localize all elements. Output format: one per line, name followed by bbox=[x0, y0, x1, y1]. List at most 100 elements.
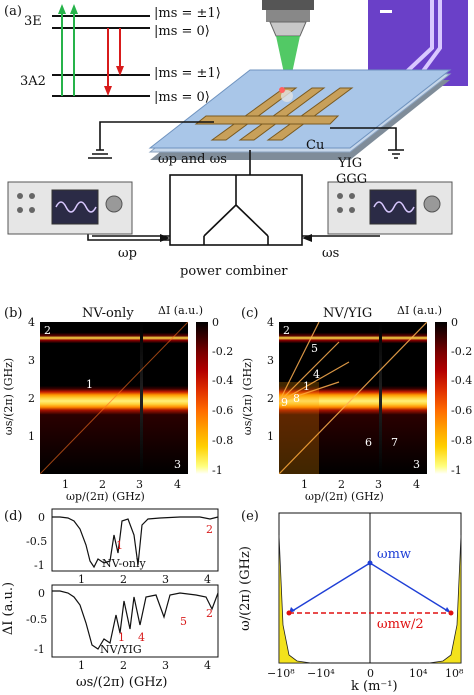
panel-d-bottom-xtick: 3 bbox=[162, 659, 169, 672]
panel-b-xtick: 2 bbox=[99, 478, 106, 491]
panel-b-ytick: 2 bbox=[28, 392, 35, 405]
panel-d-bottom-mark: 2 bbox=[206, 607, 213, 620]
panel-d-top-xtick: 2 bbox=[120, 573, 127, 586]
panel-b-xlabel: ωp/(2π) (GHz) bbox=[66, 490, 145, 503]
panel-d-top-mark: 1 bbox=[116, 539, 123, 552]
energy-level-diagram bbox=[52, 4, 150, 97]
ggg-label: GGG bbox=[336, 172, 368, 187]
panel-c-mark: 5 bbox=[311, 342, 318, 355]
yig-label: YIG bbox=[338, 156, 363, 171]
panel-e-xtick: 10⁴ bbox=[409, 667, 428, 680]
panel-c-title: NV/YIG bbox=[323, 306, 373, 321]
ground-state-label: 3A2 bbox=[20, 74, 46, 89]
level-3: |ms = ±1⟩ bbox=[154, 66, 221, 81]
panel-d-top-xtick: 1 bbox=[78, 573, 85, 586]
excited-state-label: 3E bbox=[24, 14, 42, 29]
circuit-wires bbox=[87, 121, 404, 246]
panel-c-mark: 2 bbox=[283, 324, 290, 337]
panel-e-xlabel: k (m⁻¹) bbox=[351, 679, 398, 694]
panel-b-mark: 2 bbox=[44, 324, 51, 337]
panel-e-xtick: −10⁸ bbox=[267, 667, 295, 680]
panel-c-mark: 1 bbox=[303, 380, 310, 393]
panel-c-mark: 8 bbox=[293, 392, 300, 405]
panel-d: (d) 0 -0.5 -1 0 -0.5 -1 ΔI (a.u.) 1 2 3 … bbox=[0, 505, 237, 695]
cu-label: Cu bbox=[306, 138, 325, 153]
panel-c-cbar-tick: -1 bbox=[451, 464, 462, 477]
panel-b-cbar-tick: -0.6 bbox=[212, 404, 234, 417]
panel-a-drawing bbox=[7, 0, 468, 246]
panel-b-cbar-tick: -1 bbox=[212, 464, 223, 477]
panel-d-bottom-ytick: 0 bbox=[38, 587, 45, 600]
panel-c-xlabel: ωp/(2π) (GHz) bbox=[305, 490, 384, 503]
panel-e: (e) ω/(2π) (GHz) −10⁸ −10⁴ 0 10⁴ 10⁸ k (… bbox=[237, 505, 474, 695]
panel-b-ytick: 4 bbox=[28, 316, 35, 329]
panel-c-xtick: 4 bbox=[413, 478, 420, 491]
panel-c-mark: 4 bbox=[313, 368, 320, 381]
panel-b-cbar-tick: -0.8 bbox=[212, 434, 234, 447]
panel-c-mark: 9 bbox=[281, 396, 288, 409]
panel-e-ylabel: ω/(2π) (GHz) bbox=[237, 546, 253, 631]
sample-stack bbox=[148, 69, 452, 160]
panel-d-top-xtick: 4 bbox=[204, 573, 211, 586]
freq-labels: ωp and ωs bbox=[158, 152, 227, 167]
level-2: |ms = 0⟩ bbox=[154, 24, 210, 39]
panel-b-ytick: 1 bbox=[28, 430, 35, 443]
panel-c-label: (c) bbox=[241, 306, 259, 321]
panel-d-ylabel: ΔI (a.u.) bbox=[1, 581, 17, 636]
panel-d-bottom-ytick: -0.5 bbox=[26, 613, 48, 626]
omega-mw-label: ωmw bbox=[377, 547, 412, 562]
panel-b-colorbar-label: ΔI (a.u.) bbox=[158, 304, 204, 317]
panel-c-colorbar bbox=[435, 322, 447, 474]
signal-generator-left bbox=[7, 181, 133, 235]
panel-d-bottom-label: NV/YIG bbox=[100, 643, 142, 656]
panel-c-xtick: 1 bbox=[301, 478, 308, 491]
panel-d-top-ytick: -1 bbox=[34, 559, 45, 572]
panel-a: (a) bbox=[0, 0, 474, 290]
panel-e-plot bbox=[278, 512, 462, 664]
panel-b-xtick: 3 bbox=[136, 478, 143, 491]
panel-b-label: (b) bbox=[4, 306, 23, 321]
panel-c-xtick: 3 bbox=[375, 478, 382, 491]
panel-d-top-ytick: -0.5 bbox=[26, 535, 48, 548]
panel-b-cbar-tick: 0 bbox=[212, 316, 219, 329]
panel-d-xlabel: ωs/(2π) (GHz) bbox=[76, 675, 168, 690]
panel-d-label: (d) bbox=[4, 509, 23, 524]
panel-c-ytick: 4 bbox=[267, 316, 274, 329]
panel-d-plot bbox=[51, 508, 219, 658]
omega-mw-half-label: ωmw/2 bbox=[377, 617, 424, 632]
panel-d-top-label: NV-only bbox=[102, 557, 146, 570]
panel-c-xtick: 2 bbox=[338, 478, 345, 491]
panel-c-cbar-tick: 0 bbox=[451, 316, 458, 329]
panel-c-ylabel: ωs/(2π) (GHz) bbox=[241, 357, 255, 436]
panel-d-bottom-mark: 1 bbox=[118, 631, 125, 644]
panel-e-label: (e) bbox=[241, 509, 259, 524]
panel-d-bottom-xtick: 4 bbox=[204, 659, 211, 672]
panel-d-top-ytick: 0 bbox=[38, 511, 45, 524]
panel-b-ytick: 3 bbox=[28, 354, 35, 367]
panel-c-ytick: 3 bbox=[267, 354, 274, 367]
signal-generator-right bbox=[327, 181, 453, 235]
panel-c-cbar-tick: -0.4 bbox=[451, 374, 473, 387]
panel-b-cbar-tick: -0.2 bbox=[212, 345, 234, 358]
panel-e-xtick: −10⁴ bbox=[307, 667, 335, 680]
panel-d-bottom-ytick: -1 bbox=[34, 643, 45, 656]
panel-c-ytick: 2 bbox=[267, 392, 274, 405]
panel-b-mark: 1 bbox=[86, 378, 93, 391]
panel-b-xtick: 4 bbox=[174, 478, 181, 491]
panel-a-label: (a) bbox=[4, 4, 22, 19]
panel-d-bottom-xtick: 2 bbox=[120, 659, 127, 672]
panel-c-cbar-tick: -0.2 bbox=[451, 345, 473, 358]
panel-c-colorbar-label: ΔI (a.u.) bbox=[397, 304, 443, 317]
panel-b-cbar-tick: -0.4 bbox=[212, 374, 234, 387]
panel-c-heatmap bbox=[279, 322, 427, 474]
omega-s-label: ωs bbox=[322, 246, 340, 261]
panel-c-cbar-tick: -0.8 bbox=[451, 434, 473, 447]
objective-lens bbox=[262, 0, 314, 92]
panel-c-mark: 6 bbox=[365, 436, 372, 449]
panel-e-xtick: 0 bbox=[367, 667, 374, 680]
omega-p-label: ωp bbox=[118, 246, 137, 261]
panel-c: (c) NV/YIG ΔI (a.u.) 0 -0.2 -0.4 -0.6 -0… bbox=[237, 300, 474, 503]
panel-b-title: NV-only bbox=[82, 306, 134, 321]
panel-c-mark: 7 bbox=[391, 436, 398, 449]
panel-b-mark: 3 bbox=[174, 458, 181, 471]
